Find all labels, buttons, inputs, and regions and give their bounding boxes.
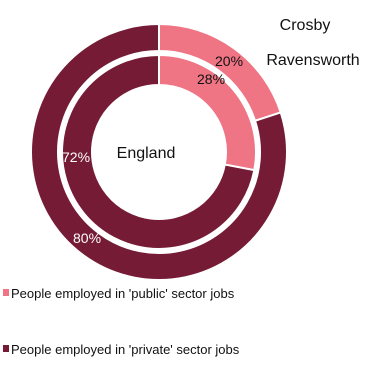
data-label-inner-private: 72% [62, 149, 90, 165]
legend-label-private: People employed in 'private' sector jobs [11, 342, 240, 357]
legend-swatch-public [3, 289, 9, 296]
series-label-inner: England [117, 145, 176, 162]
inner-ring-slice-private [61, 53, 256, 250]
data-label-outer-public: 20% [215, 53, 243, 69]
data-label-outer-private: 80% [73, 230, 101, 246]
legend-label-public: People employed in 'public' sector jobs [11, 286, 235, 301]
legend-swatch-private [3, 345, 9, 352]
series-label-outer-line-1: Crosby [280, 17, 331, 34]
series-label-outer-line-2: Ravensworth [266, 52, 359, 69]
outer-ring-slice-private [30, 22, 288, 281]
data-label-inner-public: 28% [197, 71, 225, 87]
